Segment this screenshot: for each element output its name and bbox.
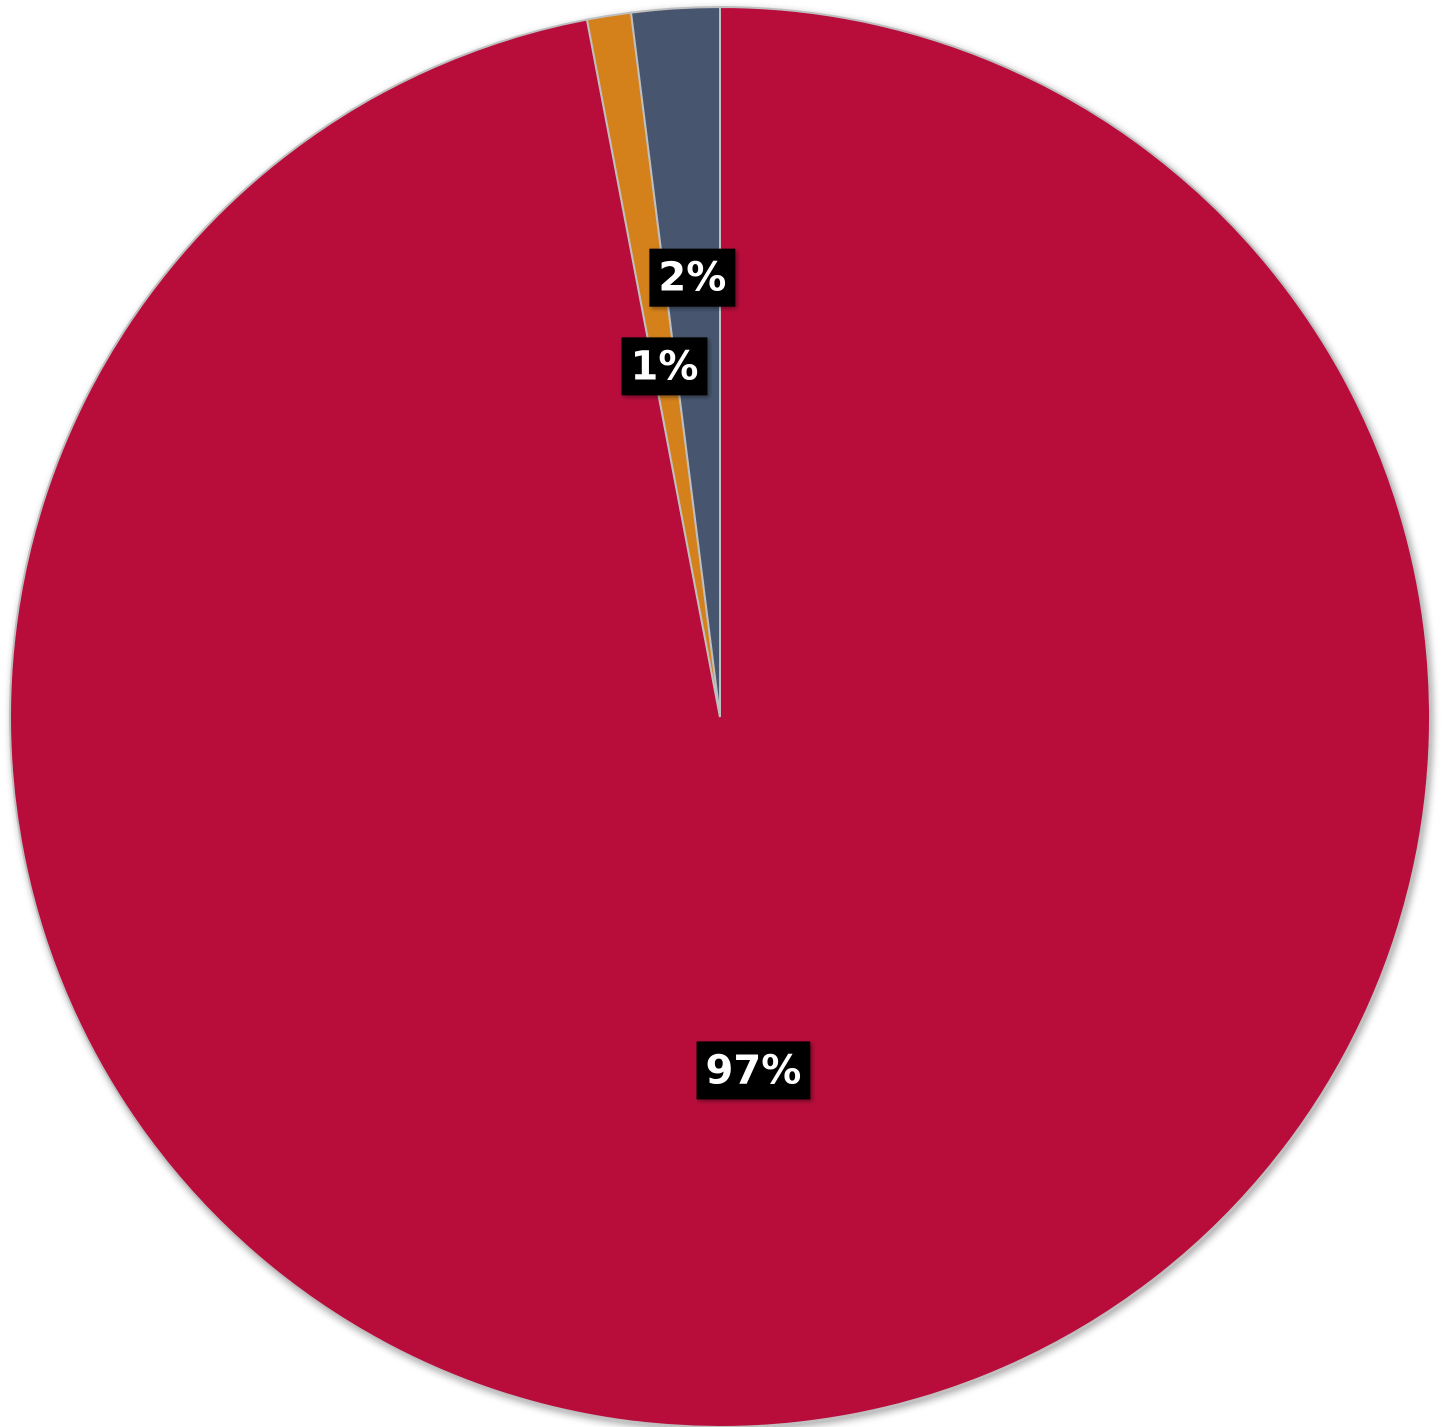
data-label-1: 97% [696, 1041, 811, 1100]
pie-slices [9, 5, 1431, 1427]
pie-data-labels: 97% 1% 2% [621, 248, 811, 1100]
data-label-text-1: 97% [706, 1047, 802, 1093]
data-label-text-2: 1% [631, 343, 699, 389]
data-label-2: 1% [621, 337, 708, 396]
data-label-3: 2% [649, 248, 736, 307]
data-label-box-3 [649, 248, 736, 307]
data-label-box-1 [696, 1041, 811, 1100]
data-label-text-3: 2% [658, 255, 726, 301]
data-label-box-2 [621, 337, 708, 396]
